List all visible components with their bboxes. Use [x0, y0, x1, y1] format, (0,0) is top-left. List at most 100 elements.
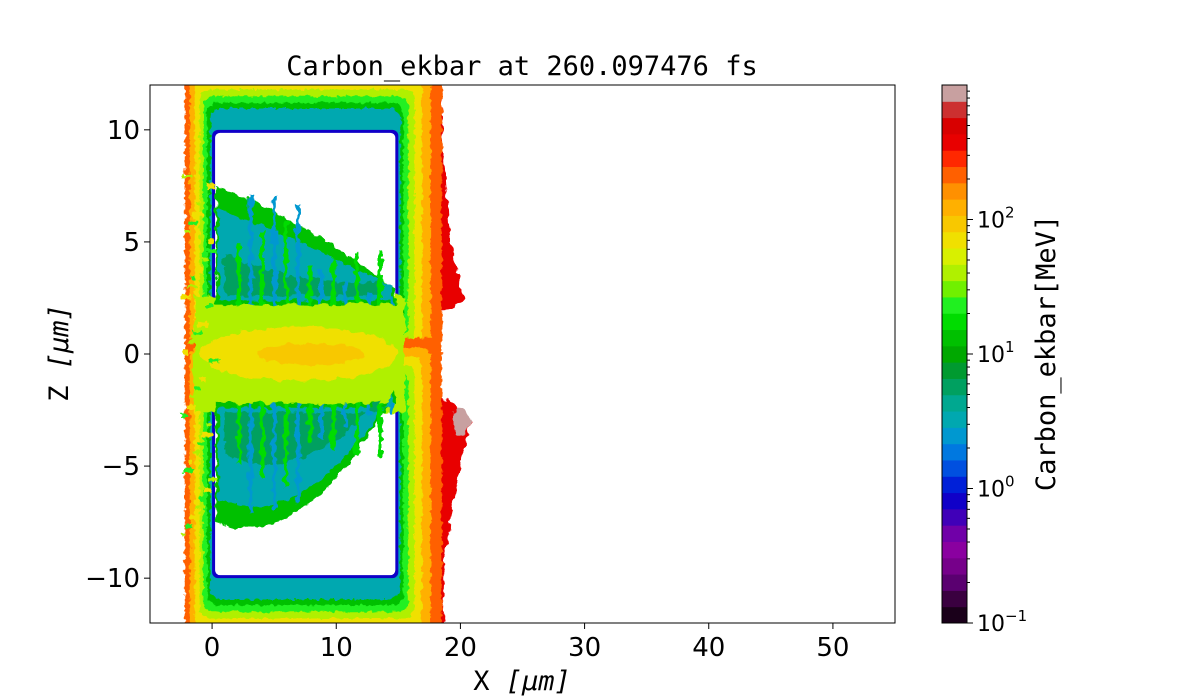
debris-fragment: [181, 174, 193, 178]
debris-fragment: [208, 478, 218, 482]
colorbar-level: [942, 443, 967, 461]
colorbar-level: [942, 85, 967, 102]
debris-fragment: [190, 514, 200, 520]
x-tick-label: 30: [568, 633, 601, 663]
debris-fragment: [185, 524, 193, 529]
debris-fragment: [187, 459, 193, 465]
colorbar-level: [942, 476, 967, 494]
colorbar-level: [942, 459, 967, 477]
x-axis-label-unit: [μm]: [506, 666, 571, 697]
filament-streak: [307, 403, 312, 443]
filament-streak: [295, 403, 300, 504]
debris: [181, 174, 220, 537]
y-axis-label-name: Z: [44, 386, 75, 402]
debris-fragment: [201, 432, 213, 438]
colorbar-level: [942, 329, 967, 347]
debris-fragment: [181, 533, 187, 537]
debris-fragment: [183, 230, 191, 234]
colorbar-level: [942, 280, 967, 298]
debris-fragment: [188, 340, 196, 344]
colorbar-level: [942, 264, 967, 282]
filament-streak: [331, 257, 336, 305]
colorbar-level: [942, 117, 967, 135]
y-axis-label-unit: [μm]: [44, 304, 75, 369]
debris-fragment: [199, 496, 205, 501]
filament-streak: [354, 403, 359, 456]
debris-fragment: [190, 275, 196, 280]
colorbar-level: [942, 541, 967, 559]
colorbar-tick-label: 101: [977, 338, 1015, 368]
y-tick-label: −5: [102, 452, 140, 482]
debris-fragment: [199, 377, 207, 383]
y-tick-label: 5: [123, 228, 140, 258]
debris-fragment: [202, 193, 210, 198]
filament-streak: [378, 403, 383, 458]
colorbar-tick-label: 102: [977, 204, 1015, 234]
debris-fragment: [206, 184, 216, 190]
colorbar-levels: [942, 85, 967, 624]
colorbar-level: [942, 557, 967, 575]
debris-fragment: [194, 386, 200, 391]
filament-streak: [331, 403, 336, 451]
debris-fragment: [185, 285, 197, 289]
debris-fragment: [194, 505, 206, 509]
filament-streak: [319, 269, 324, 305]
colorbar-level: [942, 166, 967, 184]
debris-fragment: [192, 450, 200, 454]
filament-streak: [319, 403, 324, 439]
y-tick-label: 10: [107, 116, 140, 146]
heatmap-field: [181, 85, 471, 623]
y-tick-label: −10: [85, 564, 140, 594]
debris-fragment: [201, 312, 207, 316]
central-jet: [193, 295, 405, 413]
colorbar-level: [942, 248, 967, 265]
debris-fragment: [197, 321, 209, 327]
y-axis-label: Z [μm]: [44, 304, 75, 402]
debris-fragment: [204, 248, 216, 253]
chart-title: Carbon_ekbar at 260.097476 fs: [286, 51, 757, 82]
y-tick-label: 0: [123, 340, 140, 370]
colorbar-tick-label: 100: [977, 473, 1015, 503]
filament-streak: [343, 403, 348, 428]
filament-streak: [284, 403, 289, 489]
filament-streak: [307, 265, 312, 305]
colorbar-label: Carbon_ekbar[MeV]: [1031, 215, 1062, 491]
colorbar: 10−1 100 101 102 Carbon_ekbar[MeV]: [941, 84, 1062, 637]
debris-fragment: [197, 202, 203, 206]
filament-streak: [260, 403, 265, 477]
debris-fragment: [208, 358, 220, 363]
colorbar-level: [942, 182, 967, 200]
debris-fragment: [181, 294, 191, 300]
colorbar-level: [942, 411, 967, 428]
y-axis-ticks: −10 −5 0 5 10: [85, 116, 150, 594]
colorbar-level: [942, 378, 967, 396]
x-axis-ticks: 0 10 20 30 40 50: [204, 623, 849, 663]
debris-fragment: [197, 441, 207, 446]
debris-fragment: [192, 211, 204, 217]
colorbar-level: [942, 508, 967, 526]
plot-area: 0 10 20 30 40 50 −10 −5 0 5 10: [85, 84, 896, 663]
filament-streak: [236, 403, 241, 464]
debris-fragment: [192, 331, 202, 336]
debris-fragment: [185, 404, 195, 410]
colorbar-level: [942, 150, 967, 168]
colorbar-level: [942, 362, 967, 379]
debris-fragment: [183, 468, 195, 473]
debris-fragment: [204, 487, 212, 493]
filament-streak: [378, 250, 383, 305]
colorbar-level: [942, 296, 967, 314]
colorbar-level: [942, 313, 967, 331]
debris-fragment: [199, 257, 209, 261]
colorbar-level: [942, 590, 967, 608]
colorbar-level: [942, 492, 967, 510]
filament-streak: [354, 252, 359, 305]
colorbar-level: [942, 574, 967, 591]
colorbar-tick-label: 10−1: [977, 607, 1027, 637]
debris-fragment: [181, 413, 189, 418]
hot-spot: [451, 407, 470, 436]
filament-streak: [295, 204, 300, 305]
debris-fragment: [206, 303, 214, 308]
debris-fragment: [190, 395, 202, 399]
x-tick-label: 10: [320, 633, 353, 663]
